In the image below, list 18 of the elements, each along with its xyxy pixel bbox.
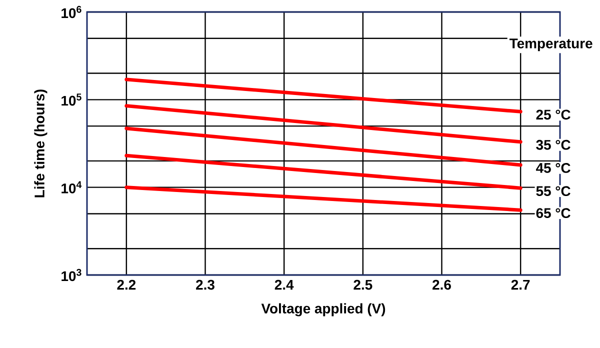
series-label: 55 °C: [536, 186, 570, 196]
y-tick-label: 10$^{6}$: [62, 6, 82, 18]
y-axis-title: Life time (hours): [34, 90, 48, 198]
x-axis-title: Voltage applied (V): [261, 303, 386, 316]
series-label: 25 °C: [536, 110, 570, 120]
x-tick-label: 2.5: [354, 280, 372, 290]
y-tick-label: 10$^{4}$: [62, 181, 82, 194]
y-tick-label: 10$^{3}$: [62, 268, 82, 282]
x-tick-label: 2.4: [274, 280, 294, 290]
series-label: 65 °C: [536, 208, 570, 218]
series-label: 45 °C: [536, 163, 570, 173]
series-label: 35 °C: [536, 140, 570, 150]
x-tick-label: 2.7: [511, 280, 530, 290]
y-tick-label: 10$^{5}$: [62, 94, 82, 106]
legend-title: Temperature: [510, 38, 592, 52]
x-tick-label: 2.3: [196, 280, 214, 290]
x-tick-label: 2.2: [117, 280, 136, 290]
x-tick-label: 2.6: [432, 280, 451, 290]
